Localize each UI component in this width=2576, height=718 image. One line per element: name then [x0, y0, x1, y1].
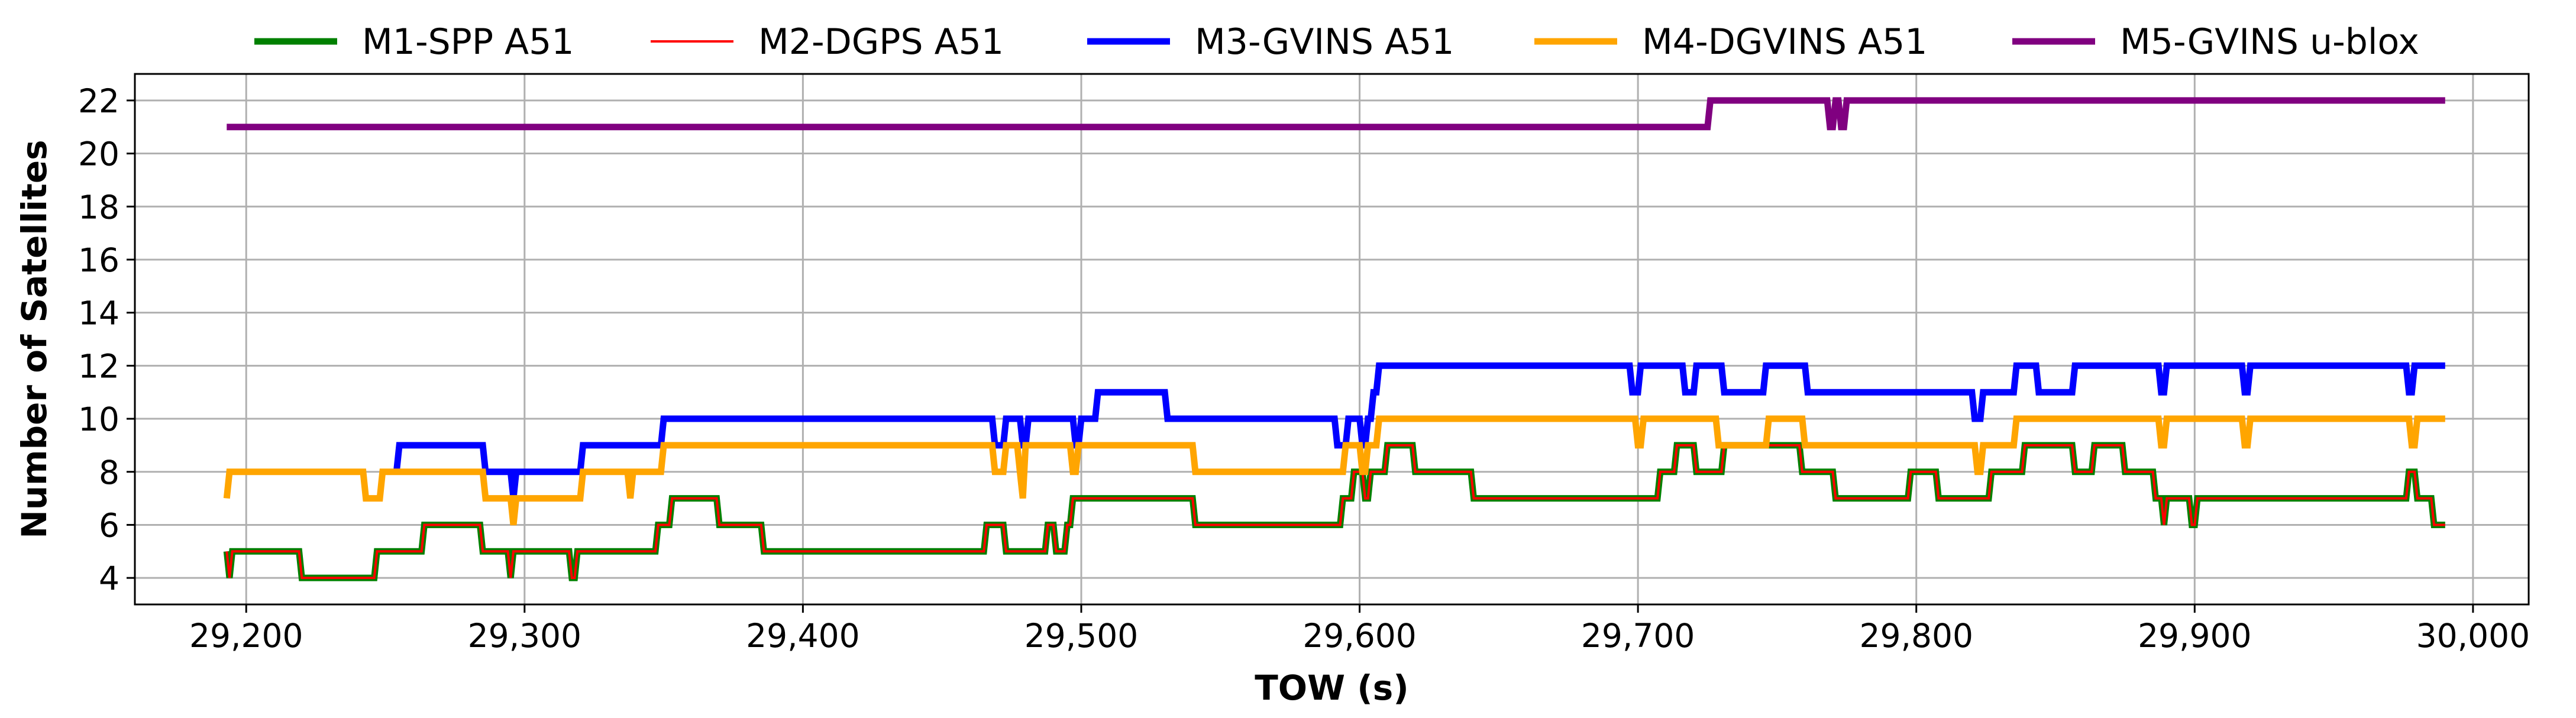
x-tick-label: 29,600: [1302, 617, 1416, 655]
x-tick-label: 29,200: [189, 617, 303, 655]
axis-ticks: 29,200 29,300 29,400 29,500 29,600 29,700 29,8…: [78, 82, 2530, 655]
legend-label: M3-GVINS A51: [1195, 21, 1454, 63]
y-tick-label: 14: [78, 295, 119, 332]
plot-area-frame: [134, 73, 2530, 606]
y-tick-label: 18: [78, 188, 119, 226]
x-tick-label: 29,900: [2138, 617, 2251, 655]
y-tick-label: 6: [99, 506, 119, 544]
x-tick-label: 29,400: [746, 617, 859, 655]
x-tick-label: 29,700: [1581, 617, 1695, 655]
series-line-3: [393, 362, 2445, 499]
series-line-4: [223, 415, 2445, 526]
legend: M1-SPP A51 M2-DGPS A51 M3-GVINS A51 M4-DGVI…: [254, 21, 2419, 63]
x-tick-label: 29,800: [1859, 617, 1973, 655]
x-tick-label: 29,500: [1024, 617, 1138, 655]
series-lines: [223, 97, 2445, 581]
legend-label: M1-SPP A51: [362, 21, 574, 63]
y-tick-label: 12: [78, 347, 119, 385]
y-tick-label: 10: [78, 400, 119, 438]
series-line-5: [227, 97, 2445, 131]
series-line-2: [225, 444, 2445, 580]
y-tick-label: 8: [99, 454, 119, 491]
y-tick-label: 20: [78, 135, 119, 173]
legend-label: M4-DGVINS A51: [1642, 21, 1927, 63]
y-tick-label: 22: [78, 82, 119, 120]
x-tick-label: 30,000: [2416, 617, 2530, 655]
x-tick-label: 29,300: [468, 617, 581, 655]
legend-label: M5-GVINS u-blox: [2120, 21, 2419, 63]
y-tick-label: 16: [78, 241, 119, 279]
y-tick-label: 4: [99, 559, 119, 597]
x-axis-title: TOW (s): [1255, 668, 1409, 708]
legend-label: M2-DGPS A51: [758, 21, 1004, 63]
y-axis-title: Number of Satellites: [14, 140, 54, 538]
